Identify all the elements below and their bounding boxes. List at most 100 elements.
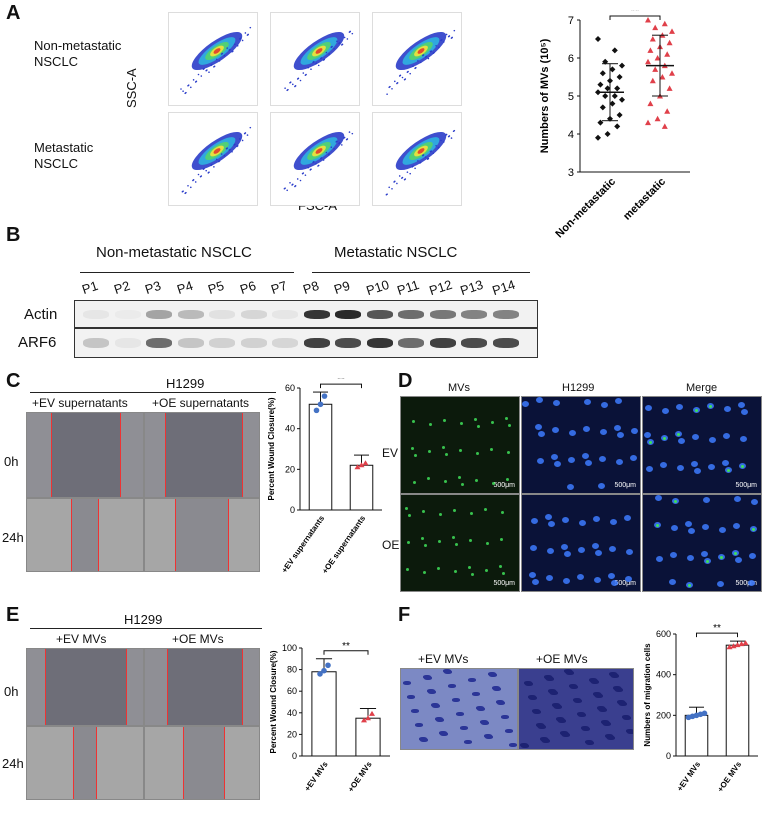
density-dot (419, 61, 422, 64)
data-point (321, 667, 327, 674)
migrated-cell (586, 741, 594, 745)
mv-particle (649, 441, 652, 444)
density-dot (396, 82, 398, 85)
migrated-cell (436, 718, 444, 722)
panel-c-line (30, 392, 276, 393)
density-dot (333, 47, 335, 50)
migrated-cell (529, 696, 537, 700)
migrated-cell (542, 739, 550, 743)
bar (725, 644, 750, 757)
y-tick-label: 0 (290, 505, 295, 515)
data-point (742, 640, 749, 646)
data-point (611, 93, 618, 99)
significance-label: ** (631, 10, 640, 17)
density-dot (317, 165, 319, 167)
data-point (313, 407, 320, 414)
blot-band (114, 338, 141, 348)
data-point (358, 462, 365, 468)
nucleus (678, 438, 685, 444)
mv-particle (727, 469, 730, 472)
significance-label: ** (342, 641, 350, 652)
density-dot (432, 152, 435, 155)
density-dot (213, 66, 215, 68)
data-point (654, 55, 661, 61)
migrated-cell (460, 726, 468, 730)
nucleus (734, 496, 741, 502)
x-tick-label: Non-metastatic (553, 176, 618, 241)
data-point (369, 710, 375, 716)
data-point (701, 710, 708, 717)
migrated-cell (623, 716, 631, 720)
density-dot (302, 72, 305, 74)
nucleus (522, 401, 529, 407)
migrated-cell (591, 680, 599, 684)
panel-d-row-ev: EV (382, 446, 399, 460)
density-dot (244, 32, 247, 34)
data-point (321, 393, 328, 399)
panel-c-cell: H1299 (166, 376, 205, 391)
density-dot (236, 145, 238, 148)
density-dot (194, 81, 197, 83)
blot-band (303, 338, 330, 348)
density-dot (249, 126, 252, 129)
nucleus (594, 577, 601, 583)
density-dot (228, 49, 231, 52)
nucleus (709, 437, 716, 443)
blot-band (146, 309, 172, 319)
density-dot (348, 131, 351, 133)
blot-band (177, 309, 204, 319)
blot-band (272, 338, 298, 348)
nucleus (692, 434, 699, 440)
migrated-cell (444, 670, 452, 674)
wound-image-e-oe-24h (144, 726, 260, 800)
flow-density-plot (283, 131, 354, 192)
mv-particle (720, 556, 723, 559)
density-dot (228, 149, 231, 152)
density-dot (335, 141, 337, 143)
nucleus (545, 514, 552, 520)
blot-band (398, 338, 424, 348)
density-dot (422, 54, 424, 57)
row-label-metastatic: Metastatic NSCLC (34, 140, 94, 171)
blot-band (146, 338, 172, 348)
blot-band (209, 309, 235, 319)
density-dot (231, 50, 233, 53)
y-tick-label: 5 (568, 91, 574, 103)
density-dot (450, 37, 453, 39)
density-dot (312, 61, 314, 64)
data-point (619, 96, 625, 103)
nucleus (660, 462, 667, 468)
density-dot (447, 35, 450, 38)
y-tick-label: 0 (666, 751, 671, 761)
density-dot (401, 177, 403, 179)
density-dot (312, 161, 314, 164)
mv-particle (501, 511, 504, 514)
flow-density-plot (385, 129, 456, 196)
density-dot (286, 89, 288, 92)
density-dot (223, 154, 226, 157)
nucleus (531, 518, 538, 524)
blot-band (461, 338, 487, 348)
data-point (354, 464, 361, 470)
density-dot (438, 46, 440, 49)
density-dot (226, 47, 228, 49)
mv-particle (706, 560, 709, 563)
lane-label: P4 (174, 277, 195, 298)
data-point (664, 51, 671, 57)
density-dot (351, 132, 354, 135)
mv-particle (491, 421, 494, 424)
density-dot (220, 153, 223, 155)
data-point (362, 460, 369, 466)
density-dot (429, 50, 432, 53)
density-dot (435, 144, 437, 147)
nucleus (529, 572, 536, 578)
blot-band (398, 309, 424, 319)
mv-particle (453, 509, 456, 512)
density-dot (205, 169, 207, 172)
migrated-cell (611, 674, 619, 678)
density-dot (427, 57, 430, 60)
nucleus (530, 545, 537, 551)
blot-row-arf6: ARF6 (18, 334, 57, 351)
density-dot (187, 185, 189, 187)
density-dot (393, 181, 395, 183)
